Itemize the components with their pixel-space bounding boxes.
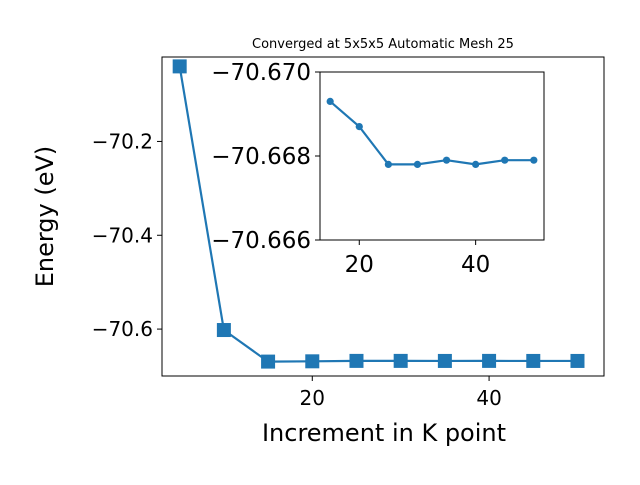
x-axis-label: Increment in K point bbox=[262, 419, 506, 447]
x-tick-label: 20 bbox=[300, 386, 325, 410]
chart-title: Converged at 5x5x5 Automatic Mesh 25 bbox=[252, 37, 514, 52]
y-tick-label: −70.4 bbox=[92, 223, 153, 247]
inset-data-point bbox=[472, 160, 480, 168]
inset-data-point bbox=[530, 156, 538, 164]
data-point bbox=[261, 354, 276, 369]
inset-y-tick-label: −70.668 bbox=[211, 144, 311, 170]
inset-data-point bbox=[501, 156, 509, 164]
inset-data-point bbox=[326, 97, 334, 105]
data-point bbox=[172, 59, 187, 74]
inset-x-tick-label: 40 bbox=[461, 252, 490, 278]
data-point bbox=[526, 353, 541, 368]
inset-data-point bbox=[384, 160, 392, 168]
inset-background bbox=[320, 72, 544, 240]
data-point bbox=[437, 353, 452, 368]
data-point bbox=[216, 323, 231, 338]
inset-data-point bbox=[355, 123, 363, 131]
main-axes: Converged at 5x5x5 Automatic Mesh 25 20 40… bbox=[31, 37, 605, 447]
data-point bbox=[305, 354, 320, 369]
main-plot-frame bbox=[161, 56, 605, 377]
data-point bbox=[482, 353, 497, 368]
inset-y-tick-label: −70.666 bbox=[211, 228, 311, 254]
data-point bbox=[349, 353, 364, 368]
inset-y-tick-label: −70.670 bbox=[211, 60, 311, 86]
data-point bbox=[570, 353, 585, 368]
inset-data-point bbox=[413, 160, 422, 168]
inset-x-tick-label: 20 bbox=[345, 252, 374, 278]
inset-data-point bbox=[442, 156, 451, 164]
data-point bbox=[393, 353, 408, 368]
inset-series-line bbox=[329, 100, 534, 166]
y-tick-label: −70.2 bbox=[92, 129, 153, 153]
x-tick-label: 40 bbox=[476, 386, 501, 410]
inset-axes: 20 40 −70.670 −70.668 −70.666 bbox=[211, 60, 545, 278]
y-axis-label: Energy (eV) bbox=[31, 146, 59, 288]
series-line bbox=[178, 66, 578, 363]
y-tick-label: −70.6 bbox=[92, 317, 153, 341]
